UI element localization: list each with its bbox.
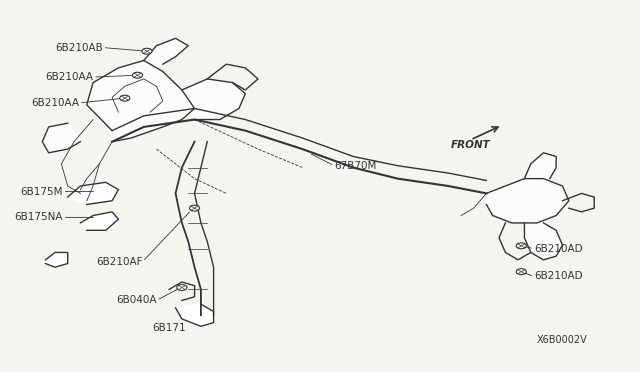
Text: 6B210AA: 6B210AA xyxy=(45,72,93,82)
Polygon shape xyxy=(81,212,118,230)
Text: 6B210AF: 6B210AF xyxy=(96,257,143,267)
Polygon shape xyxy=(175,304,214,326)
Circle shape xyxy=(189,205,200,211)
Polygon shape xyxy=(45,253,68,267)
Polygon shape xyxy=(182,79,245,119)
Polygon shape xyxy=(524,153,556,179)
Circle shape xyxy=(516,269,526,275)
Polygon shape xyxy=(68,182,118,205)
Text: 6B040A: 6B040A xyxy=(116,295,157,305)
Text: 6B210AD: 6B210AD xyxy=(534,244,582,254)
Text: X6B0002V: X6B0002V xyxy=(537,335,588,345)
Polygon shape xyxy=(144,38,188,64)
Polygon shape xyxy=(42,123,81,153)
Text: 6B175NA: 6B175NA xyxy=(14,212,63,222)
Text: 6B171: 6B171 xyxy=(152,323,186,333)
Polygon shape xyxy=(524,223,563,260)
Text: 67B70M: 67B70M xyxy=(334,161,376,171)
Text: 6B210AB: 6B210AB xyxy=(55,42,102,52)
Circle shape xyxy=(516,243,526,249)
Circle shape xyxy=(132,72,143,78)
Polygon shape xyxy=(486,179,569,223)
Circle shape xyxy=(142,48,152,54)
Polygon shape xyxy=(87,61,195,142)
Text: 6B210AA: 6B210AA xyxy=(31,98,79,108)
Circle shape xyxy=(120,95,130,101)
Text: FRONT: FRONT xyxy=(451,140,490,150)
Text: 6B210AD: 6B210AD xyxy=(534,272,582,282)
Circle shape xyxy=(177,285,187,291)
Text: 6B175M: 6B175M xyxy=(20,186,63,196)
